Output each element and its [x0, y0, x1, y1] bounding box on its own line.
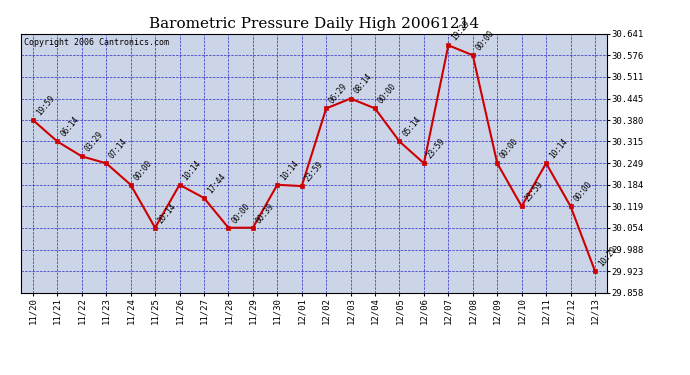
Text: 19:29: 19:29 — [450, 19, 471, 42]
Text: 23:59: 23:59 — [523, 180, 545, 204]
Text: 06:29: 06:29 — [328, 82, 349, 106]
Text: 05:14: 05:14 — [401, 115, 423, 139]
Text: 19:59: 19:59 — [34, 94, 56, 117]
Text: 10:14: 10:14 — [547, 137, 569, 160]
Text: 10:29: 10:29 — [596, 245, 618, 268]
Text: 06:14: 06:14 — [59, 115, 81, 139]
Text: 00:00: 00:00 — [230, 201, 252, 225]
Text: 23:59: 23:59 — [303, 160, 325, 183]
Text: 00:00: 00:00 — [474, 29, 496, 53]
Text: 00:00: 00:00 — [572, 180, 593, 204]
Text: 00:39: 00:39 — [254, 201, 276, 225]
Title: Barometric Pressure Daily High 20061214: Barometric Pressure Daily High 20061214 — [149, 17, 479, 31]
Text: 10:14: 10:14 — [181, 159, 203, 182]
Text: 00:00: 00:00 — [132, 159, 154, 182]
Text: 20:14: 20:14 — [157, 201, 178, 225]
Text: 10:14: 10:14 — [279, 159, 300, 182]
Text: 17:44: 17:44 — [206, 172, 227, 195]
Text: 00:00: 00:00 — [499, 137, 520, 160]
Text: 07:14: 07:14 — [108, 137, 130, 160]
Text: 03:29: 03:29 — [83, 130, 105, 154]
Text: Copyright 2006 Cantronics.com: Copyright 2006 Cantronics.com — [23, 38, 168, 46]
Text: 08:14: 08:14 — [352, 72, 374, 96]
Text: 23:59: 23:59 — [425, 137, 447, 160]
Text: 00:00: 00:00 — [377, 82, 398, 106]
